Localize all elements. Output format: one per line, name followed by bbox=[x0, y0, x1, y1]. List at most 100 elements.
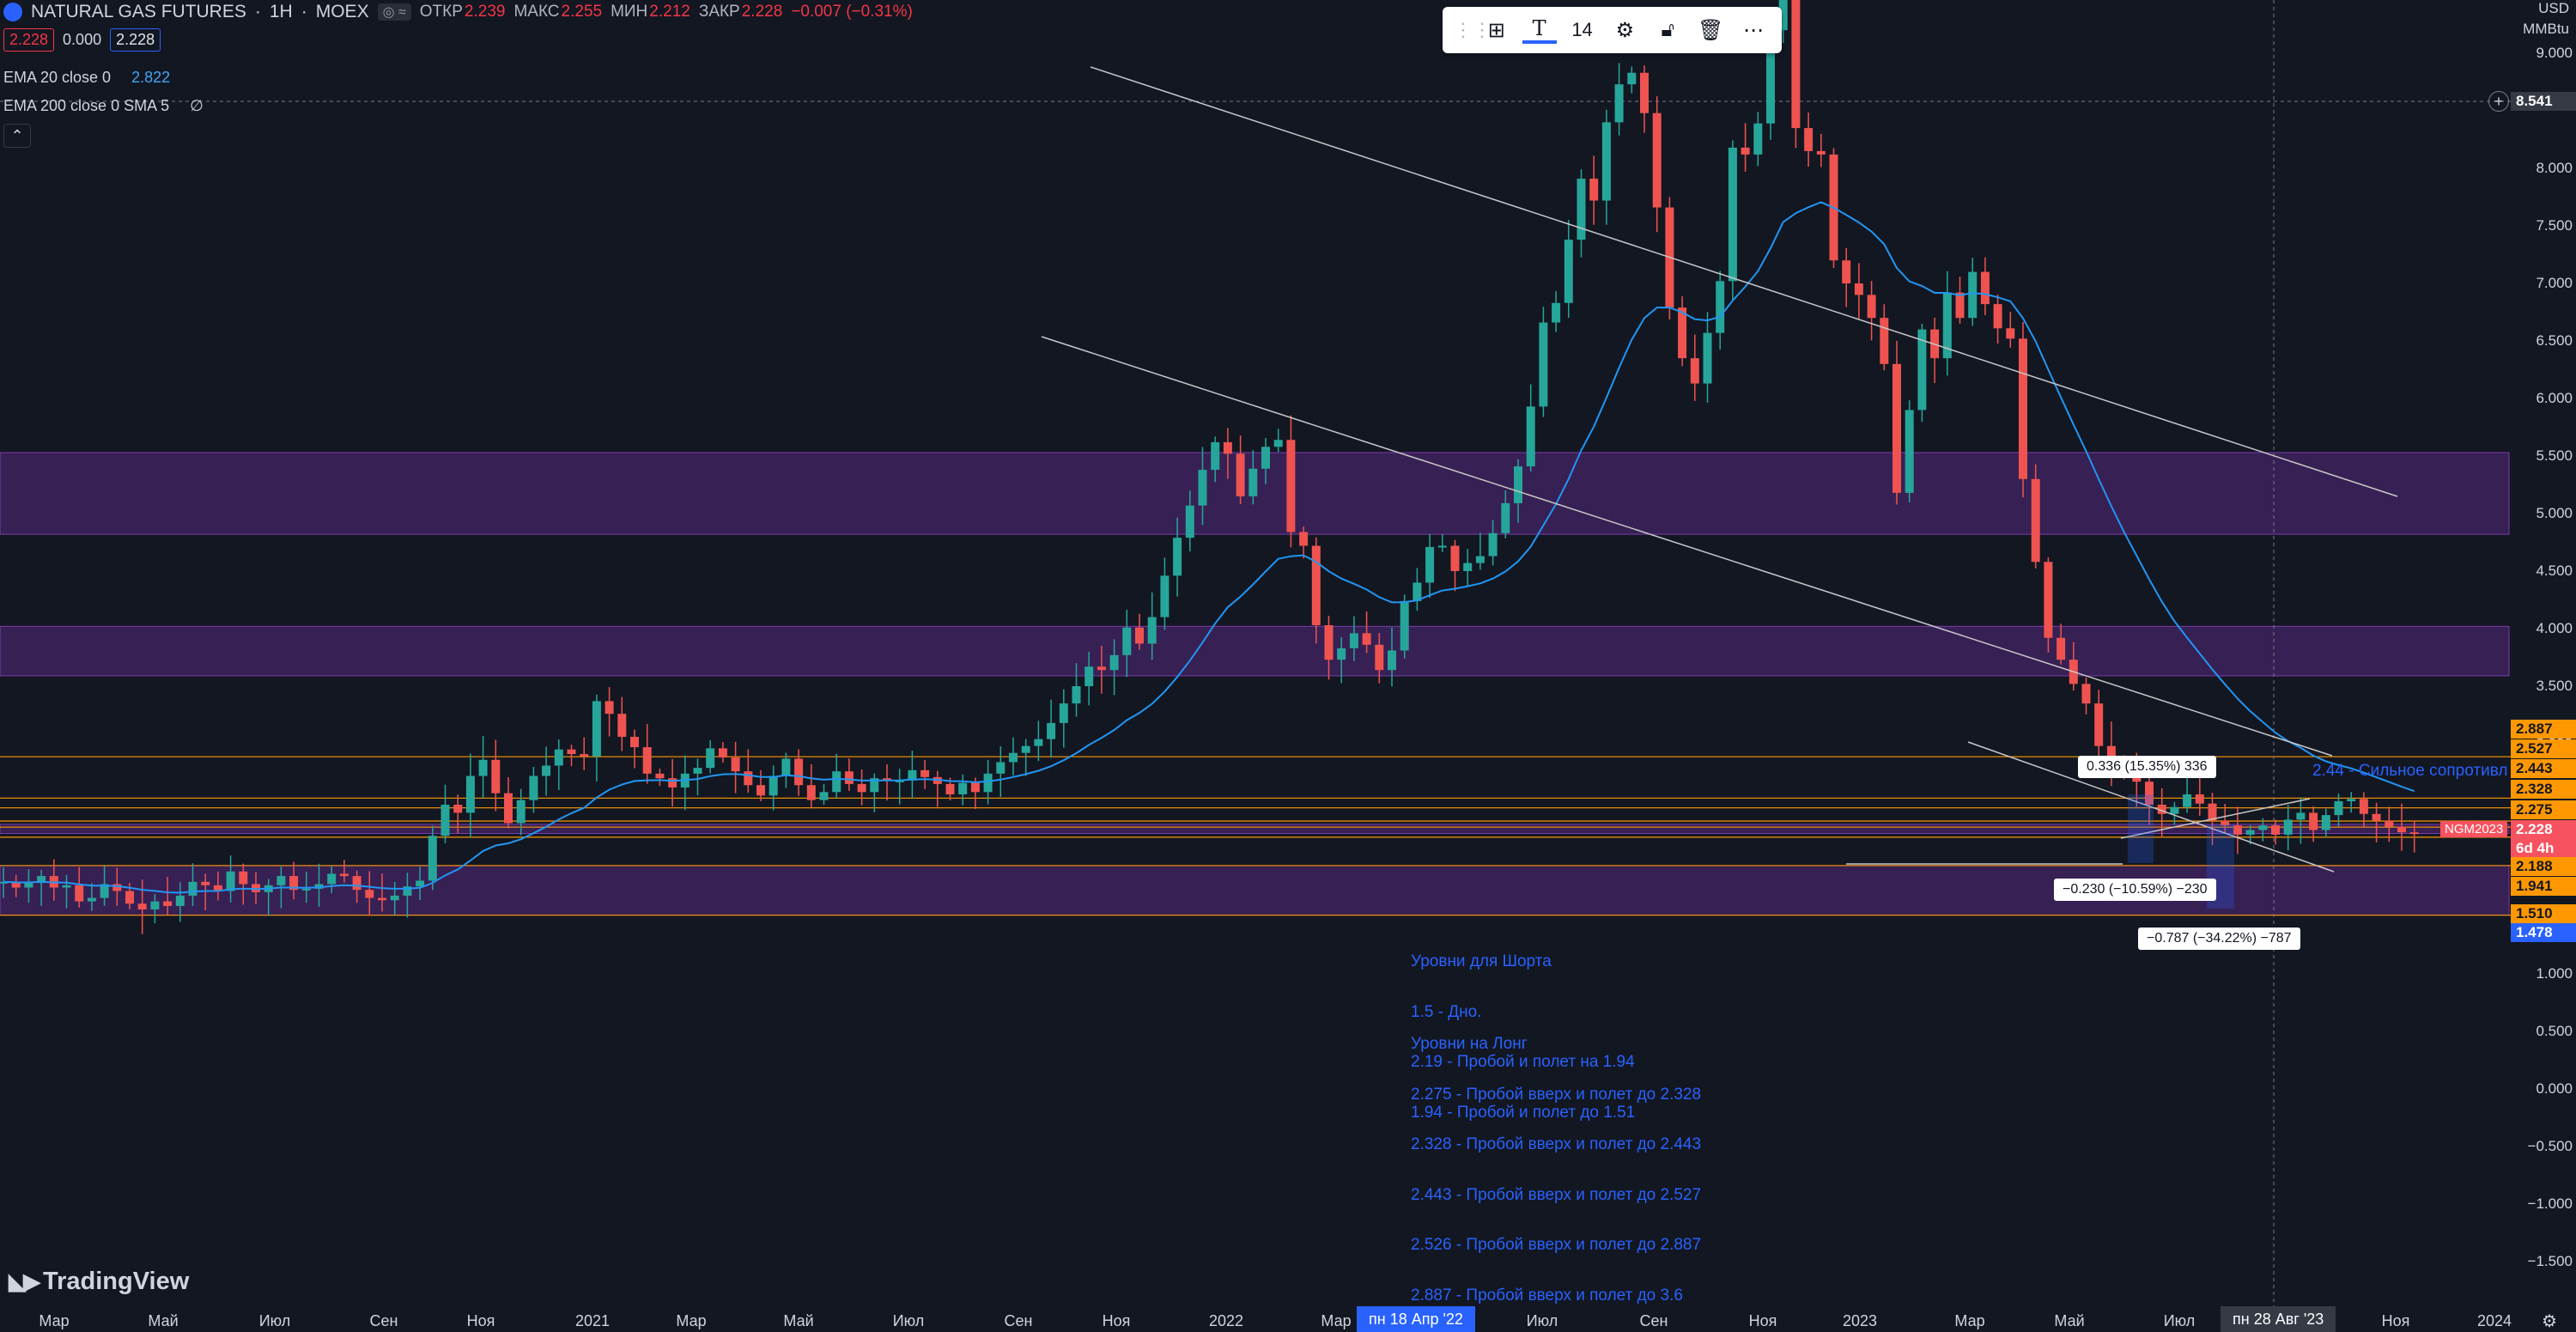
candle-body bbox=[832, 771, 841, 793]
candle-body bbox=[1084, 666, 1094, 686]
indicator-ema200[interactable]: EMA 200 close 0 SMA 5 ∅ bbox=[3, 97, 204, 115]
buy-button[interactable]: 2.228 bbox=[110, 28, 161, 52]
short-levels-note[interactable]: Уровни для Шорта 1.5 - Дно. 2.19 - Пробо… bbox=[1411, 920, 1635, 1138]
settings-gear-icon[interactable]: ⚙ bbox=[1615, 18, 1635, 42]
drag-handle-icon[interactable]: ⋮⋮ bbox=[1453, 19, 1492, 40]
price-axis-tick: −0.500 bbox=[2527, 1138, 2573, 1154]
collapse-legend-button[interactable]: ⌃ bbox=[3, 124, 31, 148]
candle-body bbox=[1450, 545, 1460, 571]
candle-body bbox=[1993, 304, 2002, 329]
text-color-icon[interactable]: T bbox=[1522, 16, 1557, 44]
font-size-select[interactable]: 14 bbox=[1571, 19, 1593, 40]
ema20-line bbox=[3, 201, 2415, 894]
candle-body bbox=[895, 780, 904, 782]
candle-body bbox=[554, 749, 563, 766]
candle-body bbox=[239, 871, 248, 885]
price-tag: 2.228 bbox=[2511, 820, 2576, 839]
candle-body bbox=[1893, 363, 1901, 493]
candle-body bbox=[908, 769, 917, 781]
price-tag: 1.510 bbox=[2511, 904, 2576, 923]
resistance-note[interactable]: 2.44 - Сильное сопротивл bbox=[2312, 762, 2508, 780]
price-tag: 2.328 bbox=[2511, 780, 2576, 799]
sell-button[interactable]: 2.228 bbox=[3, 28, 55, 52]
price-axis-tick: 7.000 bbox=[2536, 275, 2573, 291]
symbol-legend[interactable]: NATURAL GAS FUTURES · 1Н · MOEX ◎ ≈ ОТКР… bbox=[3, 2, 913, 22]
support-resistance-zone bbox=[0, 824, 2510, 835]
candle-body bbox=[605, 701, 614, 715]
candle-body bbox=[2132, 775, 2142, 782]
lock-icon[interactable]: 🔓︎ bbox=[1661, 18, 1675, 41]
price-axis-tick: 5.000 bbox=[2536, 505, 2573, 521]
axis-currency[interactable]: USD bbox=[2538, 0, 2569, 16]
candle-body bbox=[1968, 271, 1978, 319]
candle-body bbox=[2283, 819, 2293, 835]
candle-body bbox=[2208, 803, 2217, 821]
candle-body bbox=[226, 871, 235, 891]
symbol-separator: · bbox=[301, 2, 307, 21]
candle-body bbox=[2031, 478, 2040, 563]
candle-body bbox=[1703, 332, 1712, 384]
candle-body bbox=[2006, 328, 2015, 339]
axis-unit[interactable]: MMBtu bbox=[2523, 21, 2569, 37]
ohlc-open-label: ОТКР bbox=[419, 3, 463, 21]
candle-body bbox=[1425, 546, 1435, 583]
add-alert-icon[interactable]: + bbox=[2488, 91, 2509, 112]
candle-body bbox=[870, 778, 879, 793]
price-axis-tick: −1.500 bbox=[2527, 1253, 2573, 1269]
eye-icon[interactable]: ◎ ≈ bbox=[377, 3, 411, 21]
measure-label-down[interactable]: −0.787 (−34.22%) −787 bbox=[2138, 928, 2300, 950]
measure-range-box bbox=[2128, 794, 2154, 863]
time-axis-tick: Июл bbox=[892, 1312, 925, 1329]
candle-body bbox=[1375, 644, 1384, 671]
symbol-interval[interactable]: 1Н bbox=[269, 2, 293, 21]
candle-body bbox=[2347, 799, 2356, 801]
candle-body bbox=[2094, 703, 2104, 746]
candle-body bbox=[1488, 532, 1498, 557]
candle-body bbox=[1627, 72, 1637, 85]
price-tag: 2.887 bbox=[2511, 720, 2576, 739]
symbol-separator: · bbox=[254, 2, 261, 21]
long-levels-note[interactable]: Уровни на Лонг 2.275 - Пробой вверх и по… bbox=[1411, 1002, 1701, 1321]
candle-body bbox=[1273, 440, 1283, 447]
indicator-ema200-value: ∅ bbox=[190, 97, 204, 114]
price-axis-tick: 5.500 bbox=[2536, 447, 2573, 464]
candle-body bbox=[2321, 815, 2330, 830]
candle-body bbox=[365, 890, 374, 898]
candle-body bbox=[920, 769, 930, 777]
symbol-name[interactable]: NATURAL GAS FUTURES bbox=[31, 2, 246, 21]
candle-body bbox=[2221, 820, 2230, 826]
candle-body bbox=[567, 749, 576, 755]
price-axis-tick: 0.000 bbox=[2536, 1080, 2573, 1097]
candle-body bbox=[112, 884, 122, 891]
candle-body bbox=[945, 783, 955, 794]
more-icon[interactable]: ⋯ bbox=[1743, 18, 1765, 42]
note-line: 1.5 - Дно. bbox=[1411, 1002, 1482, 1021]
time-axis-tick: Ноя bbox=[466, 1312, 495, 1329]
note-line: 2.19 - Пробой и полет на 1.94 bbox=[1411, 1053, 1635, 1071]
tradingview-logo[interactable]: ◣▶ TradingView bbox=[9, 1268, 189, 1296]
add-template-icon[interactable]: ⊞ bbox=[1487, 18, 1505, 42]
time-axis-tick: Май bbox=[783, 1312, 814, 1329]
symbol-logo-icon bbox=[3, 3, 22, 21]
candle-body bbox=[1842, 260, 1851, 283]
indicator-ema20[interactable]: EMA 20 close 0 2.822 bbox=[3, 69, 170, 87]
candle-body bbox=[440, 805, 450, 836]
chart-settings-icon[interactable]: ⚙ bbox=[2542, 1312, 2557, 1331]
candle-body bbox=[11, 881, 21, 888]
ohlc-open: 2.239 bbox=[464, 3, 506, 21]
trash-icon[interactable]: 🗑︎ bbox=[1697, 18, 1724, 42]
measure-label-down[interactable]: −0.230 (−10.59%) −230 bbox=[2054, 879, 2216, 901]
candle-body bbox=[1097, 666, 1106, 671]
candle-body bbox=[2057, 637, 2066, 660]
measure-label-up[interactable]: 0.336 (15.35%) 336 bbox=[2078, 756, 2216, 778]
price-tag: 2.275 bbox=[2511, 800, 2576, 819]
time-axis-highlight: пн 18 Апр '22 bbox=[1357, 1306, 1475, 1332]
candle-body bbox=[62, 885, 71, 888]
candle-body bbox=[1362, 633, 1371, 645]
candle-body bbox=[706, 748, 715, 769]
price-axis-tick: 6.000 bbox=[2536, 390, 2573, 406]
time-axis-tick: Ноя bbox=[1102, 1312, 1131, 1329]
note-line: 2.328 - Пробой вверх и полет до 2.443 bbox=[1411, 1135, 1702, 1153]
